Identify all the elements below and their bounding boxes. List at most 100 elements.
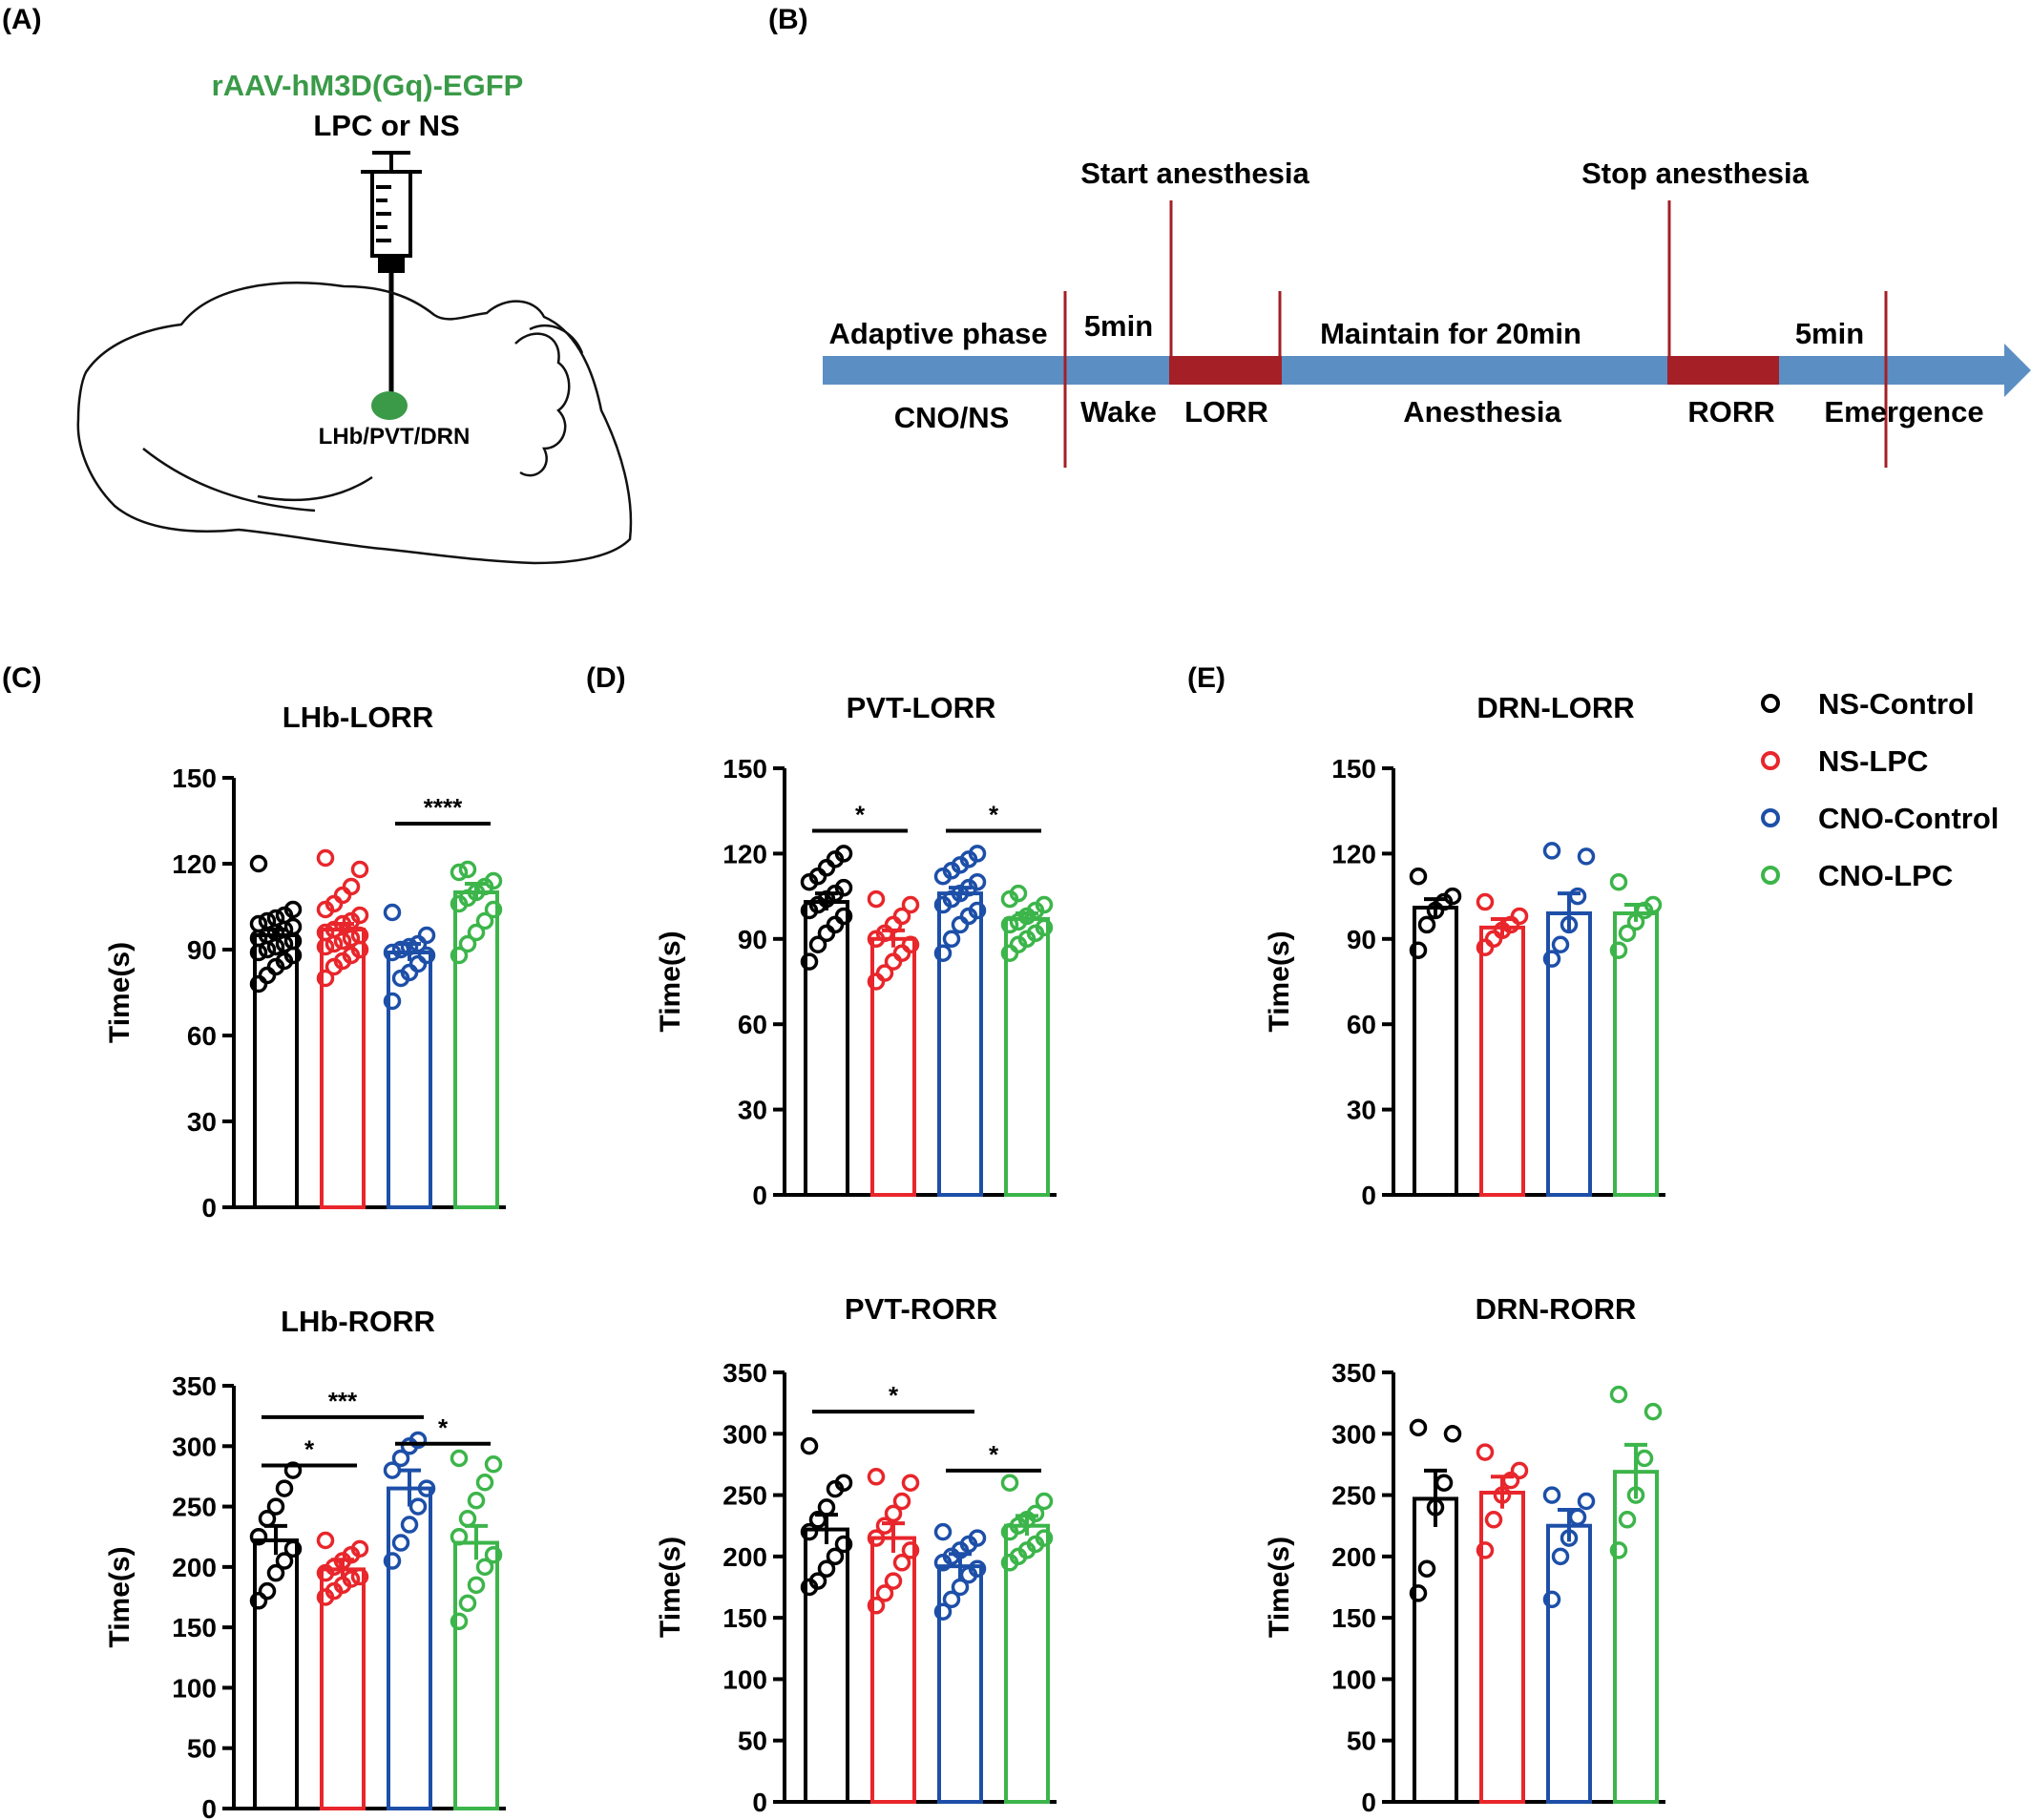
data-point-ns-control [1443,887,1462,906]
data-point-ns-control [1443,1425,1462,1443]
data-point-ns-lpc [892,944,911,962]
data-point-ns-control [834,907,853,926]
data-point-ns-control [826,1547,845,1566]
y-tick-label: 30 [1347,1096,1376,1125]
chart-title: LHb-RORR [281,1305,435,1338]
data-point-ns-control [817,1559,836,1578]
data-point-ns-lpc [892,1554,911,1572]
panel-e-label: (E) [1187,662,1225,694]
data-point-ns-control [266,1563,285,1582]
data-point-cno-control [391,940,410,959]
panel-c-label: (C) [2,662,42,694]
phase-top-0: Adaptive phase [828,317,1047,350]
data-point-cno-control [408,1431,428,1450]
data-point-ns-lpc [316,923,335,942]
data-point-cno-control [383,992,402,1011]
data-point-cno-control [1542,842,1561,860]
y-tick-label: 250 [1331,1481,1376,1511]
chart-title: PVT-RORR [845,1292,997,1326]
bar-ns-control [804,1527,849,1804]
y-tick-label: 50 [187,1734,217,1764]
data-point-ns-lpc [1501,1471,1520,1490]
data-point-ns-control [834,1474,853,1492]
chart-pvt-lorr: PVT-LORR Time(s) 0 30 60 90 120 150 * * [655,691,1057,1210]
data-point-ns-control [275,1552,294,1570]
y-tick-label: 100 [172,1673,217,1703]
data-point-ns-lpc [1476,1443,1495,1461]
data-point-ns-control [1409,1418,1428,1437]
data-point-cno-control [408,954,428,973]
data-point-cno-lpc [1644,1402,1663,1421]
legend-label-cno-lpc: CNO-LPC [1818,859,1953,892]
y-tick-label: 0 [201,1794,217,1820]
y-tick-label: 0 [1361,1181,1376,1210]
data-point-ns-control [283,1461,303,1479]
data-point-cno-lpc [475,1558,494,1577]
data-point-cno-lpc [1035,1529,1054,1547]
data-point-ns-lpc [342,929,361,948]
data-point-ns-lpc [884,952,903,971]
legend-label-ns-control: NS-Control [1818,687,1975,721]
data-point-ns-control [826,915,845,934]
data-point-ns-lpc [333,931,352,951]
data-point-cno-lpc [475,1474,494,1492]
data-point-ns-lpc [901,895,920,914]
data-point-ns-control [808,935,827,954]
data-point-ns-control [283,917,303,936]
data-point-ns-control [817,1498,836,1517]
y-tick-label: 30 [187,1107,217,1137]
y-axis-label: Time(s) [655,1537,686,1638]
data-point-cno-lpc [1644,895,1663,914]
data-point-cno-control [933,944,953,962]
data-point-ns-lpc [1493,1486,1512,1504]
y-tick-label: 150 [722,1603,767,1633]
data-point-cno-lpc [475,911,494,931]
data-point-ns-control [834,878,853,897]
data-point-ns-lpc [867,1529,886,1547]
y-tick-label: 60 [187,1021,217,1051]
y-tick-label: 150 [1331,754,1376,784]
data-point-cno-lpc [1618,924,1637,943]
y-tick-label: 250 [722,1481,767,1511]
data-point-cno-lpc [458,1509,477,1528]
data-point-ns-lpc [316,969,335,988]
phase-bottom-3: Anesthesia [1403,395,1561,429]
data-point-ns-lpc [350,1567,369,1586]
significance-label: * [989,1440,999,1469]
data-point-ns-lpc [333,914,352,933]
significance-label: * [989,801,999,829]
chart-drn-lorr: DRN-LORR Time(s) 0 30 60 90 120 150 [1264,691,1665,1210]
data-point-ns-lpc [350,860,369,879]
data-point-cno-control [391,1449,410,1468]
data-point-cno-control [933,1522,953,1541]
phase-bottom-1: Wake [1080,395,1157,429]
y-tick-label: 350 [722,1358,767,1388]
data-point-ns-lpc [867,1597,886,1615]
data-point-cno-control [968,901,987,920]
data-point-ns-lpc [316,848,335,868]
data-point-ns-control [1409,867,1428,886]
data-point-cno-lpc [1635,1449,1654,1468]
data-point-cno-control [951,915,970,934]
data-point-cno-control [417,926,436,945]
bar-cno-lpc [453,1540,499,1810]
data-point-ns-control [266,909,285,928]
data-point-ns-control [800,952,819,971]
data-point-cno-control [933,1602,953,1621]
y-tick-label: 350 [1331,1358,1376,1388]
data-point-cno-control [383,1461,402,1479]
data-point-ns-control [1426,1498,1445,1517]
data-point-cno-control [1542,1590,1561,1609]
data-point-ns-lpc [1510,907,1529,926]
y-tick-label: 90 [738,925,767,954]
y-axis-label: Time(s) [1264,1537,1295,1638]
y-tick-label: 120 [722,839,767,868]
bar-ns-control [1413,1496,1458,1805]
y-tick-label: 200 [722,1542,767,1572]
data-point-cno-lpc [1026,1504,1045,1523]
data-point-cno-lpc [450,1612,469,1631]
significance-label: *** [328,1387,358,1415]
data-point-cno-control [968,1559,987,1578]
data-point-cno-lpc [1000,1474,1019,1492]
data-point-ns-control [808,1511,827,1529]
